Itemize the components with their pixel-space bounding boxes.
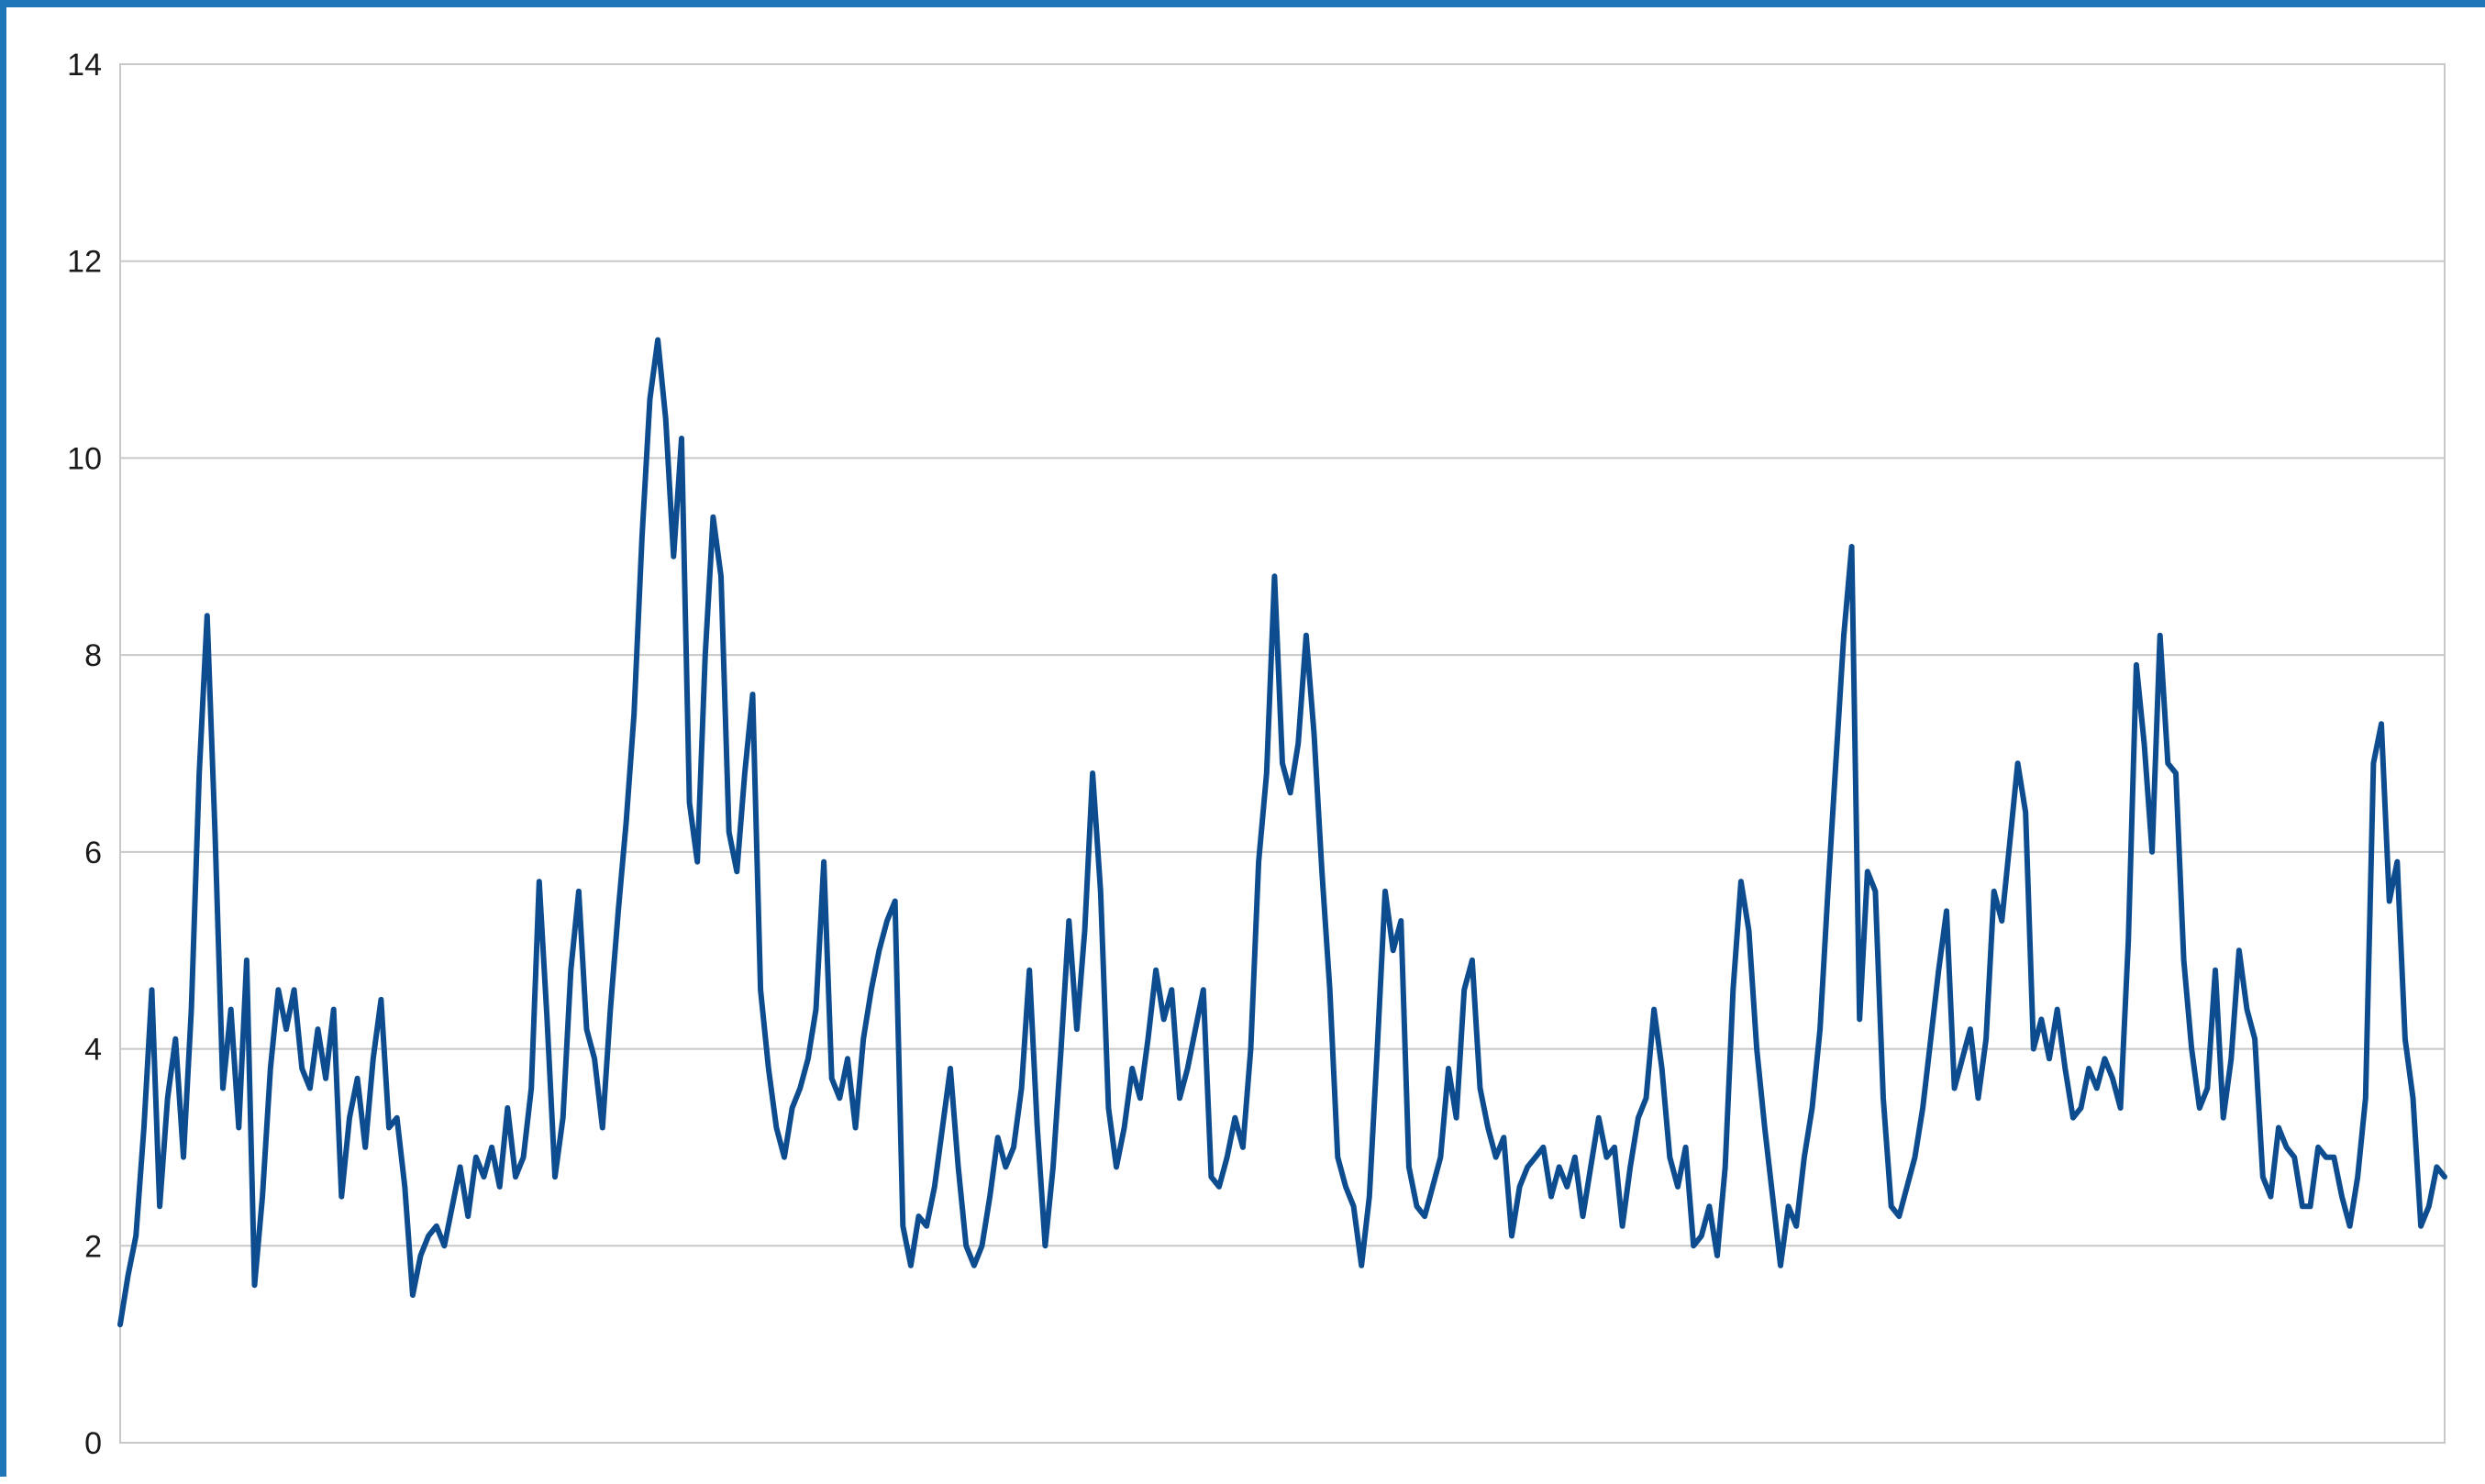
y-tick-label: 10 <box>67 441 102 476</box>
gridlines <box>120 63 2445 1444</box>
y-tick-label: 2 <box>84 1229 102 1264</box>
y-tick-label: 12 <box>67 245 102 280</box>
y-tick-label: 8 <box>84 638 102 673</box>
series-lines <box>117 337 2447 1328</box>
line-chart: 0 2 4 6 8 10 12 14 <box>67 48 2447 1461</box>
y-tick-label: 4 <box>84 1033 102 1068</box>
plot-area-border <box>119 63 2446 1444</box>
y-axis-tick-labels: 0 2 4 6 8 10 12 14 <box>67 48 102 1461</box>
y-tick-label: 0 <box>84 1426 102 1461</box>
y-tick-label: 6 <box>84 836 102 870</box>
y-tick-label: 14 <box>67 48 102 83</box>
series-line-1 <box>117 337 2447 1328</box>
